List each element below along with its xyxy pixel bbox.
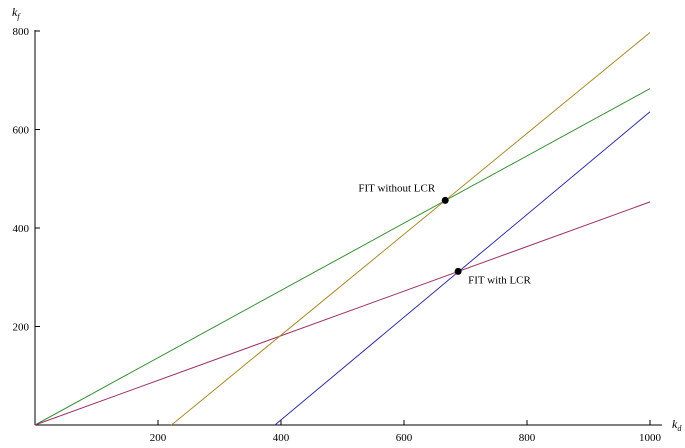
y-ticks: 200 400 600 800 — [13, 26, 40, 334]
series-line — [171, 32, 651, 426]
highlight-point — [441, 196, 449, 204]
point-annotation: FIT without LCR — [358, 182, 435, 194]
x-tick-label: 200 — [150, 432, 167, 444]
x-tick-label: 600 — [396, 432, 413, 444]
y-tick-label: 800 — [13, 26, 30, 38]
y-axis-label: kf — [12, 5, 21, 21]
series-line — [274, 111, 651, 426]
point-annotation: FIT with LCR — [468, 274, 531, 286]
highlight-point — [454, 267, 462, 275]
y-tick-label: 200 — [13, 322, 30, 334]
series-lines — [34, 32, 651, 426]
x-tick-label: 400 — [273, 432, 290, 444]
y-tick-label: 400 — [13, 223, 30, 235]
x-tick-label: 800 — [519, 432, 536, 444]
highlight-points: FIT without LCR FIT with LCR — [358, 182, 531, 286]
series-line — [34, 88, 651, 426]
series-line — [34, 201, 651, 426]
y-tick-label: 600 — [13, 125, 30, 137]
x-tick-label: 1000 — [639, 432, 662, 444]
axes — [34, 30, 662, 426]
x-ticks: 200 400 600 800 1000 — [150, 420, 662, 444]
x-axis-label: kd — [672, 417, 682, 433]
